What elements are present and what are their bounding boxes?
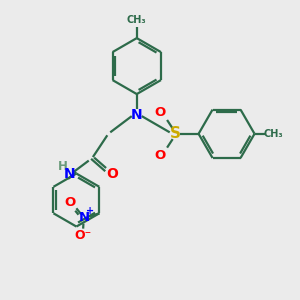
Text: CH₃: CH₃ bbox=[264, 129, 284, 139]
Text: S: S bbox=[169, 126, 181, 141]
Text: O: O bbox=[155, 149, 166, 162]
Text: N: N bbox=[131, 108, 142, 122]
Text: N: N bbox=[79, 211, 90, 224]
Text: H: H bbox=[58, 160, 68, 173]
Text: O: O bbox=[106, 167, 118, 181]
Text: O⁻: O⁻ bbox=[74, 230, 92, 242]
Text: O: O bbox=[64, 196, 76, 209]
Text: +: + bbox=[86, 206, 94, 216]
Text: CH₃: CH₃ bbox=[127, 15, 147, 25]
Text: O: O bbox=[155, 106, 166, 119]
Text: N: N bbox=[64, 167, 75, 181]
